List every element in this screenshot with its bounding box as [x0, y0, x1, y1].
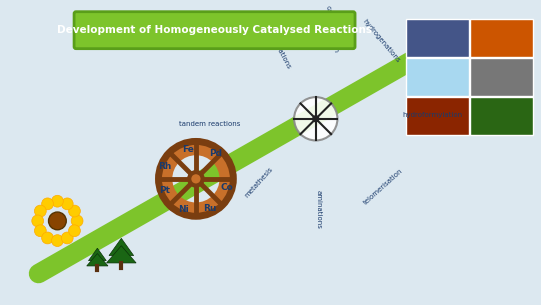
Text: metathesis: metathesis	[243, 166, 274, 199]
FancyBboxPatch shape	[470, 19, 533, 57]
Circle shape	[69, 225, 81, 237]
Circle shape	[42, 198, 54, 210]
Text: aminations: aminations	[316, 190, 322, 229]
Circle shape	[71, 215, 83, 227]
Circle shape	[51, 195, 63, 207]
Circle shape	[69, 205, 81, 217]
FancyBboxPatch shape	[406, 58, 469, 96]
Circle shape	[313, 116, 319, 122]
FancyBboxPatch shape	[470, 58, 533, 96]
Text: Ru: Ru	[203, 204, 216, 213]
Circle shape	[51, 235, 63, 246]
Text: Pt: Pt	[160, 186, 170, 195]
Text: Ni: Ni	[178, 205, 189, 214]
Text: Pd: Pd	[209, 149, 222, 158]
Text: hydrogenations: hydrogenations	[361, 18, 401, 64]
Text: Development of Homogeneously Catalysed Reactions: Development of Homogeneously Catalysed R…	[57, 25, 372, 35]
Text: Fe: Fe	[182, 145, 194, 153]
Polygon shape	[109, 238, 134, 256]
Text: Rh: Rh	[159, 162, 172, 171]
Polygon shape	[107, 246, 136, 263]
Circle shape	[32, 215, 44, 227]
Text: oxidations: oxidations	[270, 36, 292, 70]
Circle shape	[35, 225, 46, 237]
Text: tandem reactions: tandem reactions	[179, 121, 240, 127]
Circle shape	[189, 172, 203, 185]
Text: carbonylation: carbonylation	[325, 5, 339, 54]
Polygon shape	[89, 248, 106, 261]
FancyBboxPatch shape	[470, 97, 533, 135]
Text: telomerisation: telomerisation	[363, 167, 404, 206]
Text: Co: Co	[220, 183, 233, 192]
Circle shape	[61, 232, 73, 244]
Circle shape	[42, 232, 54, 244]
FancyBboxPatch shape	[74, 12, 355, 49]
Circle shape	[35, 205, 46, 217]
Circle shape	[49, 212, 66, 230]
FancyBboxPatch shape	[406, 19, 469, 57]
Circle shape	[61, 198, 73, 210]
Polygon shape	[87, 253, 108, 266]
FancyArrowPatch shape	[38, 38, 449, 274]
Text: hydroformylation: hydroformylation	[403, 112, 463, 118]
Circle shape	[294, 97, 338, 140]
FancyBboxPatch shape	[406, 97, 469, 135]
